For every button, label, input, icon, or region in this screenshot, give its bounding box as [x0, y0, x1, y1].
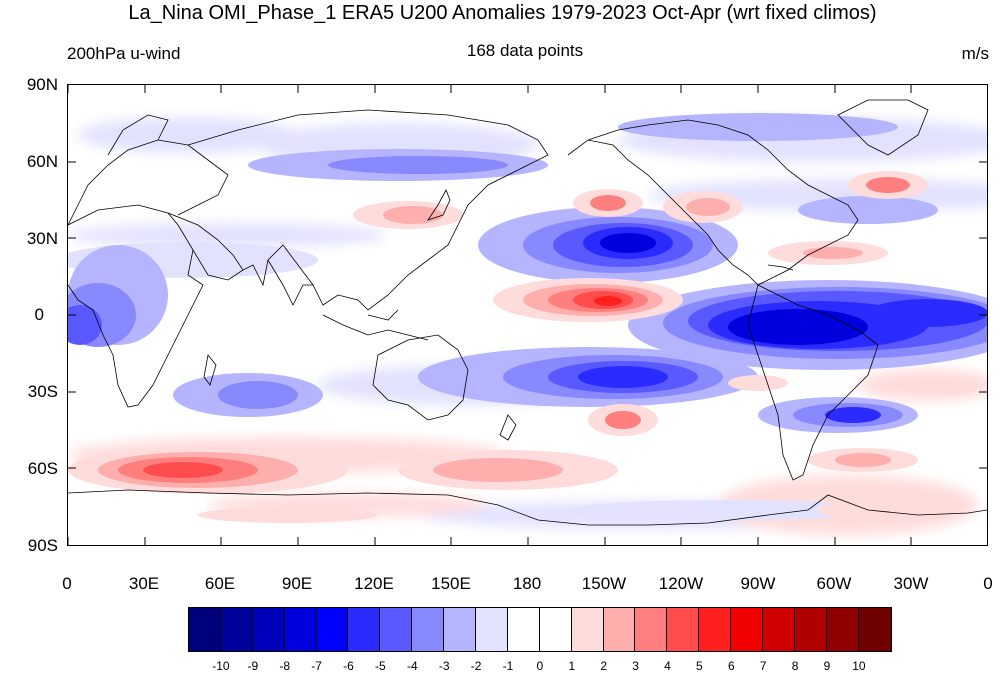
colorbar-tick-label: -9 [247, 659, 259, 673]
colorbar-tick-label: -2 [470, 659, 482, 673]
lat-label-60s: 60S [27, 459, 58, 478]
colorbar-tick-label: 3 [632, 659, 639, 673]
colorbar-swatch [731, 608, 764, 651]
figure-title: La_Nina OMI_Phase_1 ERA5 U200 Anomalies … [128, 2, 877, 24]
anomaly-map-canvas [68, 85, 987, 545]
lon-label-0-end: 0 [983, 574, 993, 593]
colorbar-swatch [826, 608, 859, 651]
colorbar-tick-label: 7 [759, 659, 767, 673]
lon-label-120e: 120E [354, 574, 394, 593]
anomaly-map [67, 84, 988, 546]
colorbar-swatch [603, 608, 636, 651]
lon-label-60w: 60W [816, 574, 852, 593]
colorbar-swatch [476, 608, 508, 651]
lat-label-60n: 60N [26, 152, 58, 171]
colorbar-swatch [284, 608, 317, 651]
lat-label-90n: 90N [26, 75, 58, 94]
colorbar-tick-label: -10 [212, 659, 230, 673]
colorbar-swatch [316, 608, 349, 651]
colorbar-tick-label: 6 [727, 659, 735, 673]
colorbar-swatch [763, 608, 795, 651]
lon-label-90e: 90E [281, 574, 313, 593]
colorbar-tick-label: -1 [502, 659, 514, 673]
colorbar-tick-label: -3 [438, 659, 450, 673]
units-label: m/s [961, 44, 989, 63]
colorbar-swatch [635, 608, 668, 651]
colorbar-swatch [699, 608, 732, 651]
colorbar-tick-label: -6 [343, 659, 354, 673]
positive-anomalies [68, 171, 978, 523]
lon-label-30w: 30W [893, 574, 929, 593]
colorbar-swatch [189, 608, 221, 651]
lon-label-30e: 30E [128, 574, 160, 593]
lat-label-eq: 0 [34, 305, 44, 324]
lat-label-90s: 90S [27, 536, 58, 555]
colorbar-tick-label: 5 [696, 659, 703, 673]
lon-label-90w: 90W [740, 574, 776, 593]
center-subtitle: 168 data points [466, 41, 584, 60]
colorbar-swatch [220, 608, 253, 651]
colorbar-tick-label: 4 [664, 659, 671, 673]
lat-label-30n: 30N [26, 229, 58, 248]
lon-label-150e: 150E [431, 574, 471, 593]
colorbar-tick-label: 0 [536, 659, 544, 673]
colorbar-tick-label: 9 [823, 659, 831, 673]
colorbar-swatch [571, 608, 604, 651]
colorbar-tick-label: -4 [406, 659, 418, 673]
colorbar-tick-label: 1 [568, 659, 576, 673]
colorbar-tick-label: 8 [791, 659, 799, 673]
colorbar-swatch [507, 608, 540, 651]
colorbar-tick-label: -5 [375, 659, 386, 673]
colorbar-swatch [348, 608, 381, 651]
colorbar [188, 607, 892, 652]
colorbar-tick-label: -8 [279, 659, 291, 673]
colorbar-swatch [667, 608, 700, 651]
colorbar-tick-label: 10 [852, 659, 866, 673]
colorbar-swatch [380, 608, 413, 651]
lon-label-180: 180 [512, 574, 542, 593]
lon-label-150w: 150W [581, 574, 627, 593]
colorbar-swatch [858, 608, 891, 651]
colorbar-tick-label: 2 [600, 659, 608, 673]
colorbar-tick-label: -7 [311, 659, 322, 673]
negative-anomalies [68, 113, 987, 520]
lon-label-0: 0 [62, 574, 72, 593]
colorbar-swatch [252, 608, 285, 651]
lon-label-60e: 60E [204, 574, 236, 593]
colorbar-swatch [444, 608, 477, 651]
coastlines [68, 99, 987, 526]
axis-ticks [68, 85, 987, 545]
lon-label-120w: 120W [658, 574, 704, 593]
left-subtitle: 200hPa u-wind [67, 44, 181, 63]
colorbar-swatch [412, 608, 445, 651]
lat-label-30s: 30S [27, 382, 58, 401]
colorbar-swatch [794, 608, 827, 651]
colorbar-swatch [539, 608, 572, 651]
